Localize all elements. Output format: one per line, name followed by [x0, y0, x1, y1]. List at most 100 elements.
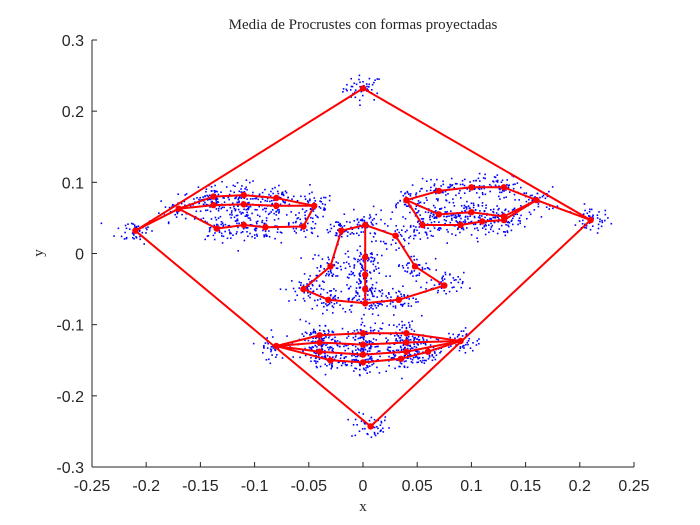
projected-point [371, 240, 373, 243]
projected-point [353, 220, 356, 222]
projected-point [401, 305, 404, 307]
projected-point [335, 267, 338, 269]
projected-point [596, 232, 599, 234]
projected-point [233, 207, 236, 210]
projected-point [266, 200, 268, 202]
y-tick-label: -0.2 [56, 389, 84, 406]
projected-point [422, 337, 424, 339]
projected-point [231, 214, 233, 216]
projected-point [401, 339, 404, 341]
projected-point [113, 235, 115, 237]
projected-point [274, 348, 276, 351]
projected-point [362, 259, 364, 262]
projected-point [459, 347, 462, 349]
projected-point [456, 183, 458, 185]
projected-point [287, 223, 290, 225]
projected-point [443, 290, 445, 292]
projected-point [365, 358, 367, 361]
projected-point [424, 359, 426, 362]
projected-point [234, 197, 236, 200]
projected-point [256, 235, 258, 237]
projected-point [323, 305, 325, 308]
projected-point [479, 210, 481, 212]
projected-point [440, 208, 442, 210]
projected-point [592, 225, 594, 227]
projected-point [366, 85, 368, 88]
projected-point [366, 372, 368, 374]
projected-point [381, 289, 383, 291]
projected-point [385, 370, 387, 373]
projected-point [368, 362, 370, 364]
projected-point [358, 234, 360, 237]
projected-point [461, 179, 464, 182]
projected-point [339, 341, 341, 343]
projected-point [415, 205, 418, 208]
projected-point [372, 224, 374, 226]
projected-point [346, 220, 348, 223]
projected-point [266, 347, 269, 349]
projected-point [545, 206, 548, 208]
projected-point [416, 361, 418, 364]
projected-point [281, 193, 283, 196]
projected-point [120, 235, 123, 238]
projected-point [365, 281, 368, 283]
projected-point [234, 220, 237, 222]
projected-point [327, 256, 329, 259]
projected-point [395, 338, 397, 340]
projected-point [134, 226, 136, 228]
projected-point [366, 365, 369, 367]
projected-point [389, 346, 392, 349]
projected-point [363, 336, 365, 338]
projected-point [578, 220, 581, 222]
projected-point [328, 258, 330, 261]
projected-point [371, 287, 374, 290]
projected-point [426, 199, 428, 201]
projected-point [409, 226, 412, 228]
projected-point [354, 355, 357, 358]
projected-point [396, 333, 398, 336]
projected-point [262, 208, 264, 211]
projected-point [484, 216, 486, 219]
projected-point [133, 234, 135, 236]
projected-point [453, 213, 455, 216]
projected-point [526, 217, 528, 220]
projected-point [243, 239, 246, 242]
projected-point [320, 264, 322, 267]
projected-point [381, 304, 383, 306]
projected-point [473, 216, 476, 219]
projected-point [442, 279, 444, 282]
projected-point [409, 345, 412, 347]
projected-point [237, 208, 240, 211]
projected-point [336, 340, 339, 342]
mean-landmark-point [213, 225, 220, 232]
projected-point [367, 290, 369, 292]
projected-point [268, 212, 271, 215]
projected-point [461, 282, 464, 285]
projected-point [413, 343, 415, 345]
projected-point [433, 183, 436, 185]
projected-point [160, 200, 162, 202]
projected-point [334, 234, 337, 237]
projected-point [264, 199, 266, 202]
projected-point [396, 228, 399, 231]
projected-point [435, 192, 437, 195]
projected-point [123, 238, 126, 240]
projected-point [476, 237, 478, 239]
projected-point [326, 309, 328, 311]
projected-point [551, 186, 554, 188]
projected-point [393, 354, 396, 357]
projected-point [329, 290, 331, 292]
projected-point [372, 308, 374, 310]
projected-point [246, 215, 248, 217]
projected-point [501, 211, 503, 214]
projected-point [380, 420, 383, 423]
projected-point [368, 258, 370, 261]
mean-landmark-point [359, 330, 367, 337]
projected-point [307, 222, 309, 225]
projected-point [329, 230, 331, 233]
projected-point [435, 338, 438, 340]
projected-point [143, 243, 145, 245]
projected-point [312, 337, 314, 339]
projected-point [318, 285, 321, 287]
projected-point [378, 272, 381, 274]
